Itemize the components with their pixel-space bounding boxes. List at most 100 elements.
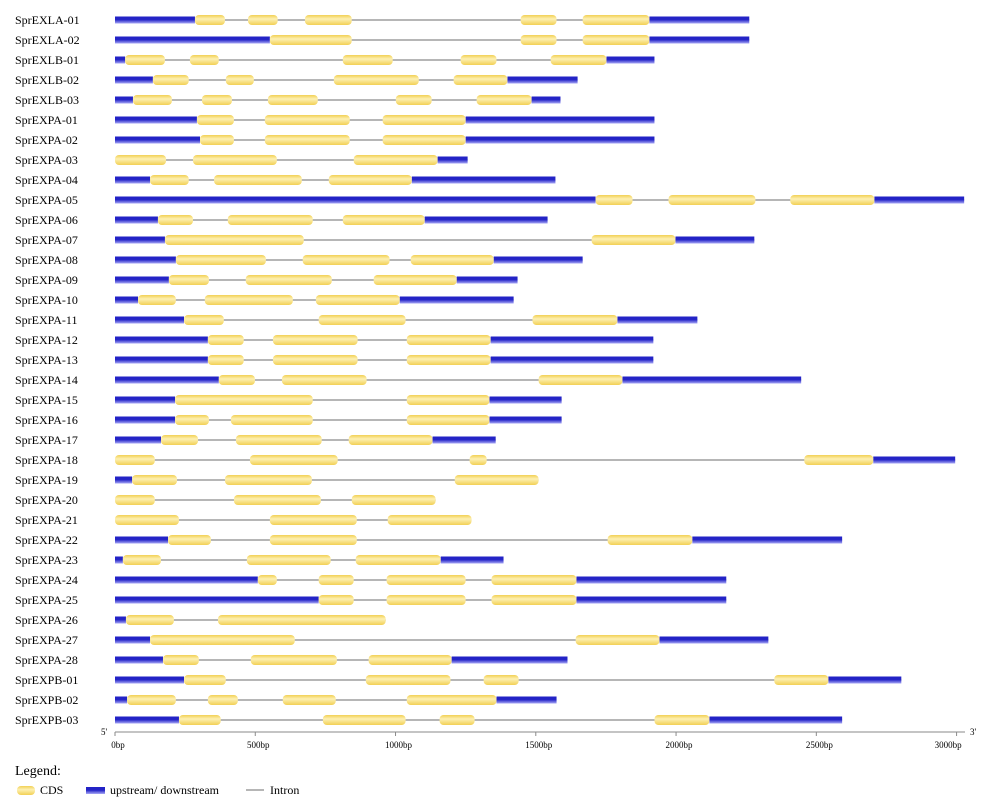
cds-exon	[318, 595, 354, 605]
cds-exon	[302, 255, 390, 265]
utr-region	[115, 136, 200, 144]
gene-row: SprEXPB-02	[15, 693, 557, 707]
utr-region	[489, 416, 562, 424]
cds-exon	[476, 95, 532, 105]
cds-exon	[382, 115, 466, 125]
utr-region	[659, 636, 769, 644]
utr-region	[432, 436, 496, 444]
utr-region	[115, 276, 169, 284]
gene-name-label: SprEXPA-19	[15, 473, 78, 487]
gene-row: SprEXPA-28	[15, 653, 568, 667]
legend-intron-label: Intron	[270, 783, 299, 797]
utr-region	[411, 176, 556, 184]
cds-exon	[247, 15, 278, 25]
cds-exon	[469, 455, 487, 465]
gene-name-label: SprEXPA-25	[15, 593, 78, 607]
gene-name-label: SprEXPA-16	[15, 413, 78, 427]
gene-name-label: SprEXPA-02	[15, 133, 78, 147]
gene-row: SprEXPA-26	[15, 613, 386, 627]
gene-row: SprEXLB-02	[15, 73, 578, 87]
cds-exon	[249, 455, 338, 465]
utr-region	[437, 156, 468, 164]
legend-cds-swatch	[17, 786, 35, 795]
utr-region	[617, 316, 698, 324]
cds-exon	[204, 295, 293, 305]
cds-exon	[269, 35, 352, 45]
utr-region	[115, 116, 197, 124]
gene-name-label: SprEXLA-02	[15, 33, 80, 47]
cds-exon	[235, 435, 322, 445]
gene-name-label: SprEXPA-14	[15, 373, 78, 387]
gene-row: SprEXPA-07	[15, 233, 755, 247]
cds-exon	[532, 315, 618, 325]
cds-exon	[272, 355, 358, 365]
gene-name-label: SprEXPB-03	[15, 713, 78, 727]
cds-exon	[218, 375, 255, 385]
gene-row: SprEXPA-19	[15, 473, 539, 487]
utr-region	[692, 536, 843, 544]
gene-row: SprEXPA-17	[15, 433, 496, 447]
cds-exon	[395, 95, 432, 105]
utr-region	[115, 316, 185, 324]
gene-name-label: SprEXPA-15	[15, 393, 78, 407]
gene-name-label: SprEXLB-02	[15, 73, 79, 87]
gene-row: SprEXPA-22	[15, 533, 843, 547]
cds-exon	[595, 195, 633, 205]
gene-row: SprEXPA-05	[15, 193, 965, 207]
cds-exon	[162, 655, 199, 665]
cds-exon	[520, 35, 557, 45]
cds-exon	[250, 655, 337, 665]
gene-name-label: SprEXPB-01	[15, 673, 78, 687]
cds-exon	[161, 435, 199, 445]
utr-region	[465, 116, 655, 124]
gene-name-label: SprEXPA-07	[15, 233, 78, 247]
utr-region	[709, 716, 843, 724]
axis-tick-label: 1500bp	[525, 740, 553, 750]
cds-exon	[520, 15, 557, 25]
gene-row: SprEXPA-01	[15, 113, 655, 127]
cds-exon	[591, 235, 676, 245]
utr-region	[115, 476, 133, 484]
cds-exon	[382, 135, 466, 145]
axis-tick-label: 0bp	[111, 740, 125, 750]
gene-name-label: SprEXPA-22	[15, 533, 78, 547]
cds-exon	[387, 515, 472, 525]
cds-exon	[491, 575, 577, 585]
cds-exon	[245, 275, 332, 285]
cds-exon	[257, 575, 277, 585]
cds-exon	[175, 255, 266, 265]
utr-region	[451, 656, 568, 664]
gene-name-label: SprEXPA-09	[15, 273, 78, 287]
cds-exon	[281, 375, 367, 385]
cds-exon	[115, 515, 179, 525]
gene-name-label: SprEXPA-11	[15, 313, 77, 327]
cds-exon	[122, 555, 162, 565]
gene-name-label: SprEXPA-04	[15, 173, 78, 187]
utr-region	[115, 216, 158, 224]
gene-row: SprEXPA-20	[15, 493, 436, 507]
gene-name-label: SprEXPB-02	[15, 693, 78, 707]
cds-exon	[315, 295, 400, 305]
utr-region	[115, 696, 128, 704]
gene-name-label: SprEXLB-03	[15, 93, 79, 107]
cds-exon	[304, 15, 352, 25]
utr-region	[490, 336, 654, 344]
cds-exon	[410, 255, 494, 265]
cds-exon	[168, 275, 209, 285]
cds-exon	[150, 635, 295, 645]
utr-region	[115, 176, 151, 184]
cds-exon	[267, 95, 318, 105]
cds-exon	[538, 375, 623, 385]
gene-name-label: SprEXPA-28	[15, 653, 78, 667]
cds-exon	[207, 695, 238, 705]
cds-exon	[406, 695, 497, 705]
cds-exon	[282, 695, 336, 705]
gene-row: SprEXPA-02	[15, 133, 655, 147]
cds-exon	[454, 475, 539, 485]
cds-exon	[184, 315, 224, 325]
gene-name-label: SprEXPA-12	[15, 333, 78, 347]
gene-row: SprEXPA-15	[15, 393, 562, 407]
gene-name-label: SprEXPA-03	[15, 153, 78, 167]
cds-exon	[582, 35, 650, 45]
utr-region	[490, 356, 654, 364]
